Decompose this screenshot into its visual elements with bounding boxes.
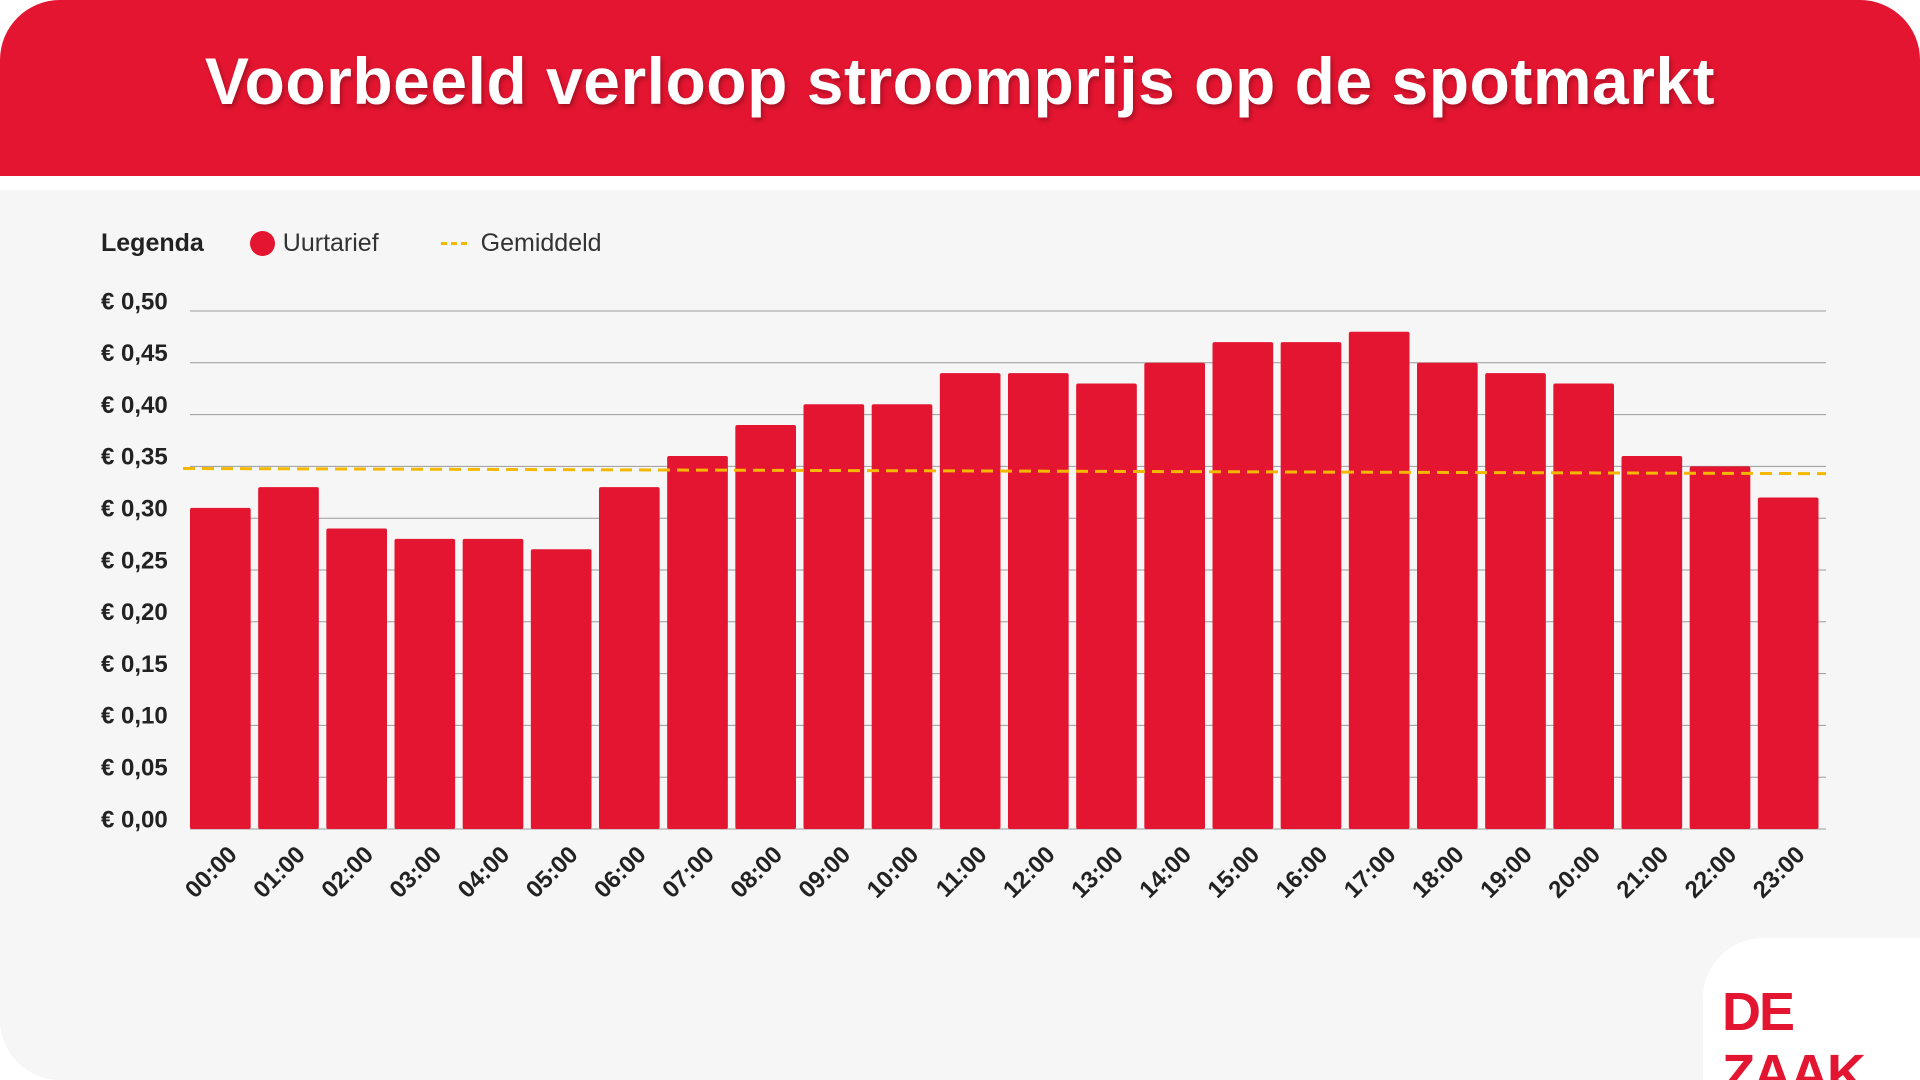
bar bbox=[326, 528, 388, 829]
x-tick-label: 13:00 bbox=[1066, 841, 1129, 904]
x-tick-label: 17:00 bbox=[1339, 841, 1402, 904]
bar bbox=[1280, 342, 1342, 829]
header-banner: Voorbeeld verloop stroomprijs op de spot… bbox=[0, 0, 1920, 176]
y-tick-label: € 0,20 bbox=[101, 599, 168, 626]
bar bbox=[258, 487, 319, 829]
y-tick-label: € 0,50 bbox=[101, 288, 168, 315]
x-tick-label: 23:00 bbox=[1748, 841, 1811, 904]
x-tick-label: 11:00 bbox=[931, 841, 993, 903]
bar bbox=[1348, 331, 1410, 829]
y-tick-label: € 0,10 bbox=[101, 703, 168, 730]
x-tick-label: 18:00 bbox=[1407, 841, 1470, 904]
bar bbox=[599, 487, 660, 829]
bar bbox=[939, 373, 1001, 829]
x-tick-label: 14:00 bbox=[1134, 841, 1197, 904]
brand-logo: DE ZAAK bbox=[1722, 982, 1866, 1080]
page-title: Voorbeeld verloop stroomprijs op de spot… bbox=[204, 44, 1716, 118]
y-tick-label: € 0,35 bbox=[101, 444, 168, 471]
bar bbox=[1621, 456, 1683, 829]
x-tick-label: 05:00 bbox=[521, 841, 584, 904]
bar bbox=[1485, 373, 1546, 829]
y-tick-label: € 0,25 bbox=[101, 547, 168, 574]
y-tick-label: € 0,15 bbox=[101, 651, 168, 678]
logo-box bbox=[1703, 938, 1920, 1080]
bar bbox=[871, 404, 933, 829]
header-divider bbox=[0, 176, 1920, 190]
y-tick-label: € 0,30 bbox=[101, 496, 168, 523]
bar bbox=[530, 549, 592, 829]
y-tick-label: € 0,05 bbox=[101, 755, 168, 782]
x-tick-label: 12:00 bbox=[998, 841, 1061, 904]
x-tick-label: 01:00 bbox=[248, 841, 311, 904]
x-tick-label: 20:00 bbox=[1543, 841, 1606, 904]
bar bbox=[1757, 497, 1819, 829]
x-tick-label: 00:00 bbox=[180, 841, 243, 904]
legend-dot-icon bbox=[249, 230, 275, 256]
chart-legend: Legenda Uurtarief Gemiddeld bbox=[101, 226, 602, 260]
bar bbox=[1144, 362, 1206, 829]
x-tick-label: 22:00 bbox=[1680, 841, 1743, 904]
y-tick-label: € 0,45 bbox=[101, 340, 168, 367]
y-tick-label: € 0,00 bbox=[101, 806, 168, 833]
x-tick-label: 19:00 bbox=[1475, 841, 1538, 904]
x-tick-label: 03:00 bbox=[385, 841, 448, 904]
bar bbox=[1076, 383, 1137, 829]
x-tick-label: 15:00 bbox=[1203, 841, 1266, 904]
x-tick-label: 08:00 bbox=[725, 841, 788, 904]
x-tick-label: 21:00 bbox=[1612, 841, 1675, 904]
average-line bbox=[182, 466, 1827, 476]
x-tick-label: 16:00 bbox=[1271, 841, 1334, 904]
legend-dash-icon bbox=[440, 241, 467, 245]
bar bbox=[394, 538, 456, 829]
bar bbox=[803, 404, 865, 829]
bar bbox=[735, 424, 797, 829]
legend-item-gemiddeld: Gemiddeld bbox=[480, 228, 602, 257]
x-tick-label: 07:00 bbox=[657, 841, 720, 904]
bar bbox=[1417, 362, 1478, 829]
x-tick-label: 09:00 bbox=[794, 841, 857, 904]
x-tick-label: 10:00 bbox=[862, 841, 925, 904]
bar bbox=[1008, 373, 1069, 829]
y-tick-label: € 0,40 bbox=[101, 392, 168, 419]
legend-item-uurtarief: Uurtarief bbox=[282, 228, 379, 257]
x-tick-label: 04:00 bbox=[453, 841, 516, 904]
bar bbox=[1212, 342, 1274, 829]
bar bbox=[462, 538, 524, 829]
legend-title: Legenda bbox=[101, 228, 204, 257]
x-tick-label: 06:00 bbox=[589, 841, 652, 904]
bar bbox=[190, 507, 251, 829]
bar bbox=[1689, 466, 1751, 829]
x-tick-label: 02:00 bbox=[316, 841, 379, 904]
bar bbox=[667, 456, 728, 829]
bar bbox=[1553, 383, 1615, 829]
